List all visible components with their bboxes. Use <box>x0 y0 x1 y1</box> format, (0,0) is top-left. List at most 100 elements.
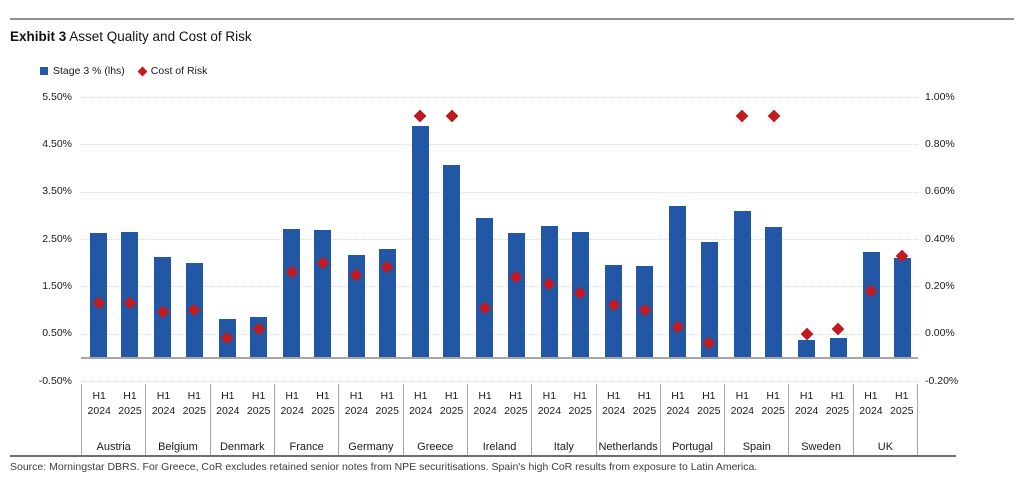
gridline <box>81 239 918 240</box>
country-cell-denmark: H1 2024 H1 2025 Denmark <box>209 384 274 455</box>
country-label: Germany <box>348 441 394 453</box>
stage3-bar-spain-2025 <box>765 227 783 358</box>
stage3-bar-portugal-2024 <box>669 205 687 358</box>
stage3-bar-uk-2024 <box>862 251 880 358</box>
stage3-bar-uk-2025 <box>893 257 911 358</box>
country-cell-netherlands: H1 2024 H1 2025 Netherlands <box>595 384 660 455</box>
period-label: H1 2025 <box>311 390 335 417</box>
period-label: H1 2024 <box>666 390 690 417</box>
bar-swatch-icon <box>40 67 48 75</box>
legend-label-cost-of-risk: Cost of Risk <box>150 65 208 77</box>
country-cell-portugal: H1 2024 H1 2025 Portugal <box>659 384 724 455</box>
country-label: Ireland <box>482 441 517 453</box>
period-label: H1 2025 <box>568 390 592 417</box>
exhibit-title: Exhibit 3 Asset Quality and Cost of Risk <box>10 29 252 44</box>
legend-item-cost-of-risk: Cost of Risk <box>137 65 208 77</box>
gridline <box>81 191 918 193</box>
stage3-bar-austria-2025 <box>121 232 139 358</box>
gridline <box>81 144 918 146</box>
y-axis-left-tick-label: 1.50% <box>42 279 72 292</box>
stage3-bar-france-2024 <box>283 229 301 358</box>
period-label: H1 2024 <box>280 390 304 417</box>
period-label: H1 2024 <box>151 390 176 417</box>
y-axis-right-tick-label: 0.00% <box>925 327 955 340</box>
top-rule <box>10 18 1014 20</box>
stage3-bar-sweden-2024 <box>798 339 816 358</box>
period-label: H1 2025 <box>825 390 850 417</box>
plot-area <box>81 97 918 382</box>
y-axis-left-tick-label: 2.50% <box>42 232 72 245</box>
period-label: H1 2024 <box>602 390 626 417</box>
y-axis-left-tick-label: 4.50% <box>42 137 72 150</box>
gridline <box>81 286 918 288</box>
x-axis-baseline <box>81 357 918 360</box>
bottom-rule <box>10 455 956 457</box>
period-label: H1 2025 <box>632 390 657 417</box>
y-axis-left-tick-label: -0.50% <box>38 374 72 387</box>
country-cell-belgium: H1 2024 H1 2025 Belgium <box>145 384 209 455</box>
period-label: H1 2025 <box>375 390 399 417</box>
x-axis-labels: H1 2024 H1 2025 Austria H1 2024 H1 2025 Belgium H1… <box>81 384 919 455</box>
period-label: H1 2025 <box>439 390 464 417</box>
country-cell-germany: H1 2024 H1 2025 Germany <box>338 384 402 455</box>
y-axis-left-tick-label: 3.50% <box>42 185 72 198</box>
stage3-bar-ireland-2024 <box>476 218 494 358</box>
stage3-bar-ireland-2025 <box>507 232 525 358</box>
country-label: Belgium <box>158 441 198 453</box>
country-label: Greece <box>417 441 454 453</box>
country-label: Netherlands <box>598 441 658 453</box>
period-label: H1 2025 <box>118 390 142 417</box>
cost-of-risk-diamond-spain-2024 <box>735 109 749 123</box>
country-cell-greece: H1 2024 H1 2025 Greece <box>402 384 467 455</box>
source-note: Source: Morningstar DBRS. For Greece, Co… <box>10 461 758 473</box>
period-label: H1 2024 <box>730 390 755 417</box>
stage3-bar-greece-2025 <box>443 165 461 358</box>
country-label: Austria <box>96 441 131 453</box>
country-cell-uk: H1 2024 H1 2025 UK <box>852 384 919 455</box>
country-cell-italy: H1 2024 H1 2025 Italy <box>531 384 595 455</box>
period-label: H1 2025 <box>246 390 271 417</box>
country-label: Portugal <box>671 441 713 453</box>
diamond-swatch-icon <box>137 66 148 76</box>
period-label: H1 2025 <box>761 390 785 417</box>
stage3-bar-portugal-2025 <box>700 241 718 358</box>
y-axis-right-tick-label: 0.80% <box>925 137 955 150</box>
legend-label-stage3: Stage 3 % (lhs) <box>53 65 125 77</box>
period-label: H1 2025 <box>504 390 528 417</box>
period-label: H1 2024 <box>216 390 240 417</box>
period-label: H1 2024 <box>473 390 497 417</box>
stage3-bar-germany-2025 <box>378 248 396 358</box>
country-label: Spain <box>742 441 771 453</box>
country-cell-spain: H1 2024 H1 2025 Spain <box>724 384 788 455</box>
period-label: H1 2024 <box>409 390 433 417</box>
period-label: H1 2025 <box>890 390 914 417</box>
y-axis-right-tick-label: -0.20% <box>925 374 959 387</box>
gridline <box>81 333 918 335</box>
y-axis-right-tick-label: 0.20% <box>925 279 955 292</box>
exhibit-title-text: Asset Quality and Cost of Risk <box>66 29 252 44</box>
stage3-bar-france-2025 <box>314 230 332 358</box>
y-axis-left-tick-label: 5.50% <box>42 90 72 103</box>
stage3-bar-austria-2024 <box>90 233 107 358</box>
period-label: H1 2024 <box>859 390 883 417</box>
legend-item-stage3: Stage 3 % (lhs) <box>40 65 125 77</box>
period-label: H1 2025 <box>697 390 721 417</box>
stage3-bar-greece-2024 <box>411 126 429 358</box>
stage3-bar-italy-2024 <box>540 226 558 358</box>
country-cell-france: H1 2024 H1 2025 France <box>273 384 338 455</box>
country-label: Denmark <box>219 441 265 453</box>
period-label: H1 2024 <box>87 390 111 417</box>
country-cell-ireland: H1 2024 H1 2025 Ireland <box>466 384 531 455</box>
country-label: UK <box>877 441 894 453</box>
cost-of-risk-diamond-spain-2025 <box>767 109 781 123</box>
cost-of-risk-diamond-greece-2024 <box>414 109 427 123</box>
y-axis-right-tick-label: 1.00% <box>925 90 955 103</box>
y-axis-right-tick-label: 0.60% <box>925 185 955 198</box>
cost-of-risk-diamond-greece-2025 <box>445 109 459 123</box>
country-cell-austria: H1 2024 H1 2025 Austria <box>81 384 145 455</box>
y-axis-right-tick-label: 0.40% <box>925 232 955 245</box>
legend: Stage 3 % (lhs) Cost of Risk <box>40 65 207 77</box>
period-label: H1 2024 <box>537 390 562 417</box>
cost-of-risk-diamond-sweden-2024 <box>800 327 814 341</box>
